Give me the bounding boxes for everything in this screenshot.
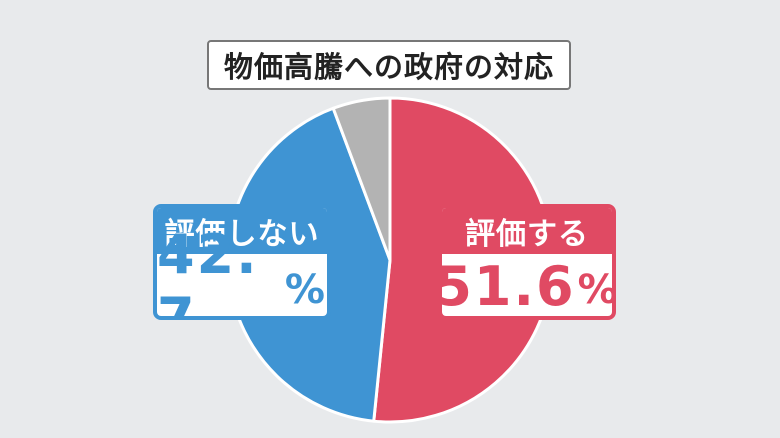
- value-approve-unit: %: [577, 267, 616, 313]
- chart-title: 物価高騰への政府の対応: [207, 40, 571, 90]
- label-approve-text: 評価する: [442, 208, 612, 254]
- value-not-approve-unit: %: [284, 267, 327, 313]
- value-approve-number: 51.6: [438, 254, 576, 318]
- pie-slice-other: [331, 96, 392, 262]
- label-not-approve-text: 評価しない: [157, 208, 327, 254]
- label-approve-value: 51.6%: [442, 254, 612, 317]
- label-not-approve-value: 42. 7%: [157, 223, 327, 316]
- value-not-approve-number: 42. 7: [157, 223, 259, 320]
- label-not-approve: 評価しない 42. 7%: [153, 204, 331, 320]
- label-approve: 評価する 51.6%: [438, 204, 616, 320]
